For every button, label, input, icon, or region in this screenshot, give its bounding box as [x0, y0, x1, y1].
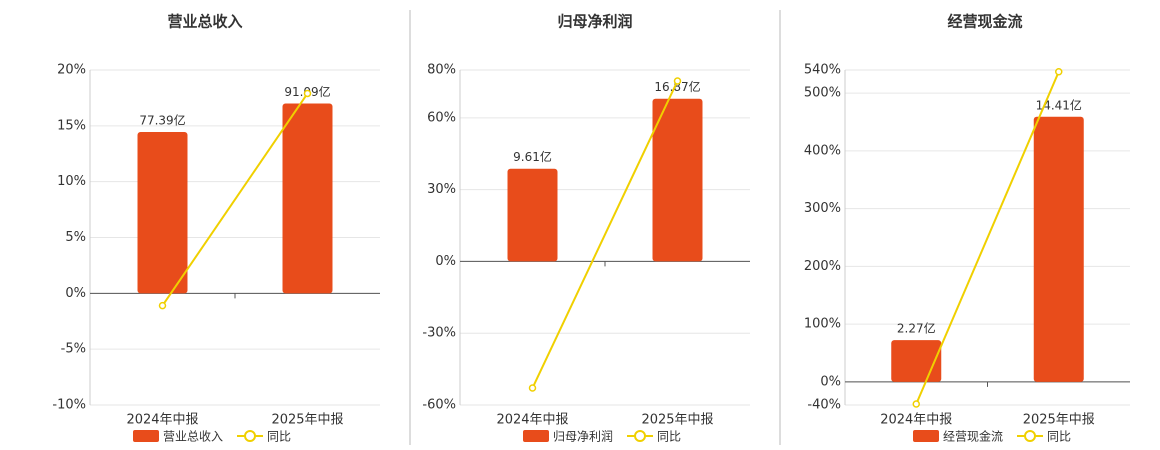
x-tick-label: 2024年中报 — [496, 413, 568, 428]
y-tick-label: -40% — [807, 398, 841, 413]
chart-title: 经营现金流 — [947, 13, 1022, 31]
y-tick-label: -10% — [52, 398, 86, 413]
y-tick-label: 80% — [427, 63, 456, 78]
x-tick-label: 2025年中报 — [641, 413, 713, 428]
bar — [1033, 116, 1084, 382]
line-point — [158, 301, 167, 310]
y-tick-label: 20% — [57, 63, 86, 78]
line-point — [912, 400, 920, 408]
y-tick-label: 200% — [804, 259, 841, 274]
y-tick-label: 500% — [804, 86, 841, 101]
x-tick-label: 2024年中报 — [880, 413, 952, 428]
line — [161, 92, 309, 307]
x-tick-label: 2024年中报 — [126, 413, 198, 428]
x-tick-label: 2025年中报 — [271, 413, 343, 428]
y-tick-label: -60% — [422, 398, 456, 413]
y-tick-label: 0% — [65, 286, 86, 301]
bar — [282, 103, 333, 294]
bar — [891, 340, 942, 382]
line-point — [528, 384, 537, 392]
legend-label: 营业总收入 — [163, 430, 223, 444]
y-tick-label: 0% — [435, 254, 456, 269]
legend-label: 同比 — [657, 430, 681, 444]
legend-swatch — [913, 430, 939, 442]
x-tick-label: 2025年中报 — [1023, 413, 1095, 428]
y-tick-label: 540% — [804, 63, 841, 78]
line — [531, 80, 679, 389]
chart-title: 营业总收入 — [167, 13, 242, 31]
legend-label: 同比 — [267, 430, 291, 444]
value-label: 9.61亿 — [513, 149, 552, 164]
value-label: 2.27亿 — [897, 321, 936, 336]
line-point — [1055, 67, 1063, 76]
legend-swatch — [634, 430, 647, 442]
legend-swatch — [244, 430, 257, 442]
line — [915, 71, 1060, 405]
y-tick-label: -5% — [61, 342, 86, 357]
value-label: 77.39亿 — [139, 113, 185, 128]
y-tick-label: 60% — [427, 110, 456, 125]
line-point — [303, 89, 312, 98]
legend-label: 归母净利润 — [553, 430, 613, 444]
y-tick-label: 30% — [427, 182, 456, 197]
legend-label: 经营现金流 — [943, 429, 1003, 444]
y-tick-label: 100% — [804, 317, 841, 332]
y-tick-label: 15% — [57, 118, 86, 133]
bar — [137, 132, 188, 294]
bar — [507, 168, 558, 262]
legend-label: 同比 — [1047, 430, 1071, 444]
y-tick-label: 10% — [57, 174, 86, 189]
legend-swatch — [523, 430, 549, 442]
y-tick-label: 300% — [804, 201, 841, 216]
legend-swatch — [1024, 430, 1037, 442]
value-label: 16.87亿 — [654, 79, 700, 94]
y-tick-label: -30% — [422, 326, 456, 341]
bar — [652, 98, 703, 262]
y-tick-label: 400% — [804, 143, 841, 158]
line-point — [673, 77, 682, 85]
y-tick-label: 5% — [65, 230, 86, 245]
legend-swatch — [133, 430, 159, 442]
y-tick-label: 0% — [820, 374, 841, 389]
chart-title: 归母净利润 — [557, 13, 632, 31]
